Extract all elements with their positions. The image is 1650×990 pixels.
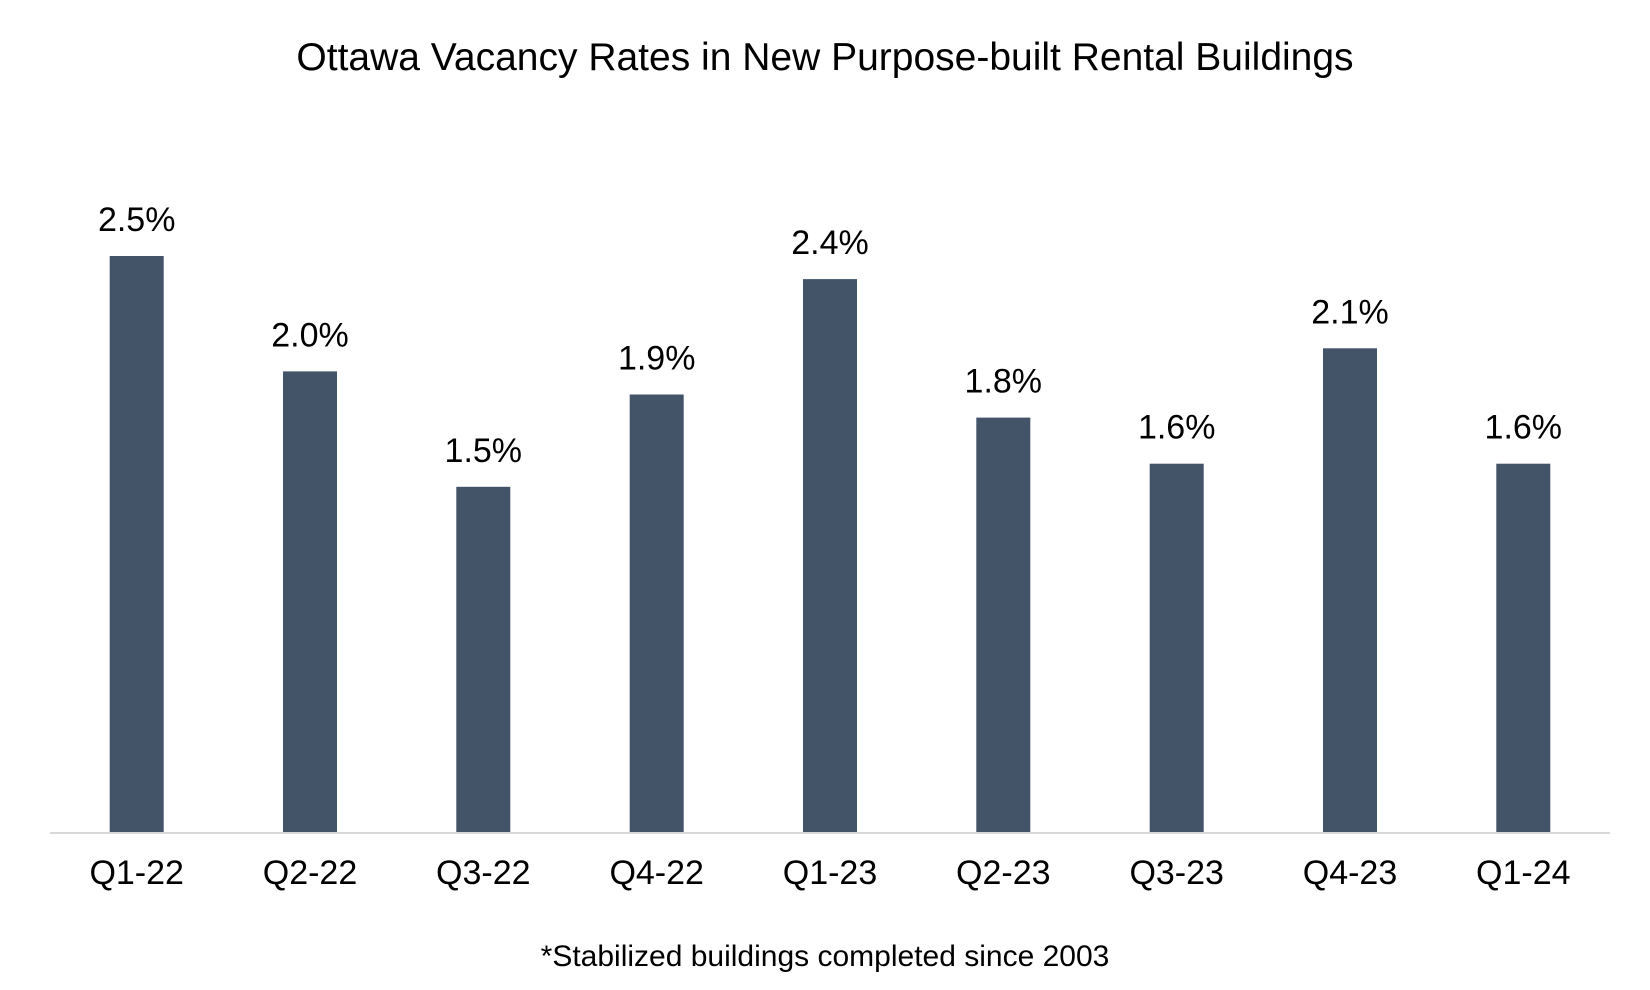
data-label-q2-22: 2.0%	[271, 316, 349, 354]
bar-q2-23	[976, 417, 1031, 833]
x-tick-label-q1-22: Q1-22	[89, 854, 184, 892]
x-tick-label-q2-23: Q2-23	[956, 854, 1051, 892]
bar-q4-22	[629, 394, 684, 833]
chart-footnote: *Stabilized buildings completed since 20…	[540, 940, 1110, 973]
data-label-q2-23: 1.8%	[965, 363, 1043, 401]
data-label-q4-22: 1.9%	[618, 340, 696, 378]
bar-q1-22	[109, 256, 164, 833]
x-tick-labels-group: Q1-22 Q2-22 Q3-22 Q4-22 Q1-23 Q2-23 Q3-23 Q4-23…	[89, 854, 1570, 892]
x-tick-label-q1-23: Q1-23	[783, 854, 878, 892]
x-tick-label-q4-22: Q4-22	[609, 854, 704, 892]
bar-q3-23	[1149, 463, 1204, 833]
data-label-q1-24: 1.6%	[1485, 409, 1563, 447]
bar-q1-24	[1496, 463, 1551, 833]
bar-q2-22	[283, 371, 337, 833]
x-tick-label-q2-22: Q2-22	[263, 854, 358, 892]
x-tick-label-q1-24: Q1-24	[1476, 854, 1571, 892]
data-label-q4-23: 2.1%	[1311, 293, 1389, 331]
x-tick-label-q3-22: Q3-22	[436, 854, 531, 892]
chart-title: Ottawa Vacancy Rates in New Purpose-buil…	[296, 36, 1354, 79]
data-label-q3-23: 1.6%	[1138, 409, 1216, 447]
data-label-q1-23: 2.4%	[791, 224, 869, 262]
bar-q4-23	[1323, 348, 1377, 833]
bar-q1-23	[803, 279, 857, 834]
x-tick-label-q3-23: Q3-23	[1129, 854, 1224, 892]
bar-q3-22	[456, 486, 511, 833]
bars-group	[109, 256, 1551, 834]
data-label-q3-22: 1.5%	[445, 432, 523, 470]
x-tick-label-q4-23: Q4-23	[1303, 854, 1398, 892]
data-label-q1-22: 2.5%	[98, 201, 176, 239]
data-labels-group: 2.5% 2.0% 1.5% 1.9% 2.4% 1.8% 1.6% 2.1% 1.6%	[98, 201, 1562, 470]
